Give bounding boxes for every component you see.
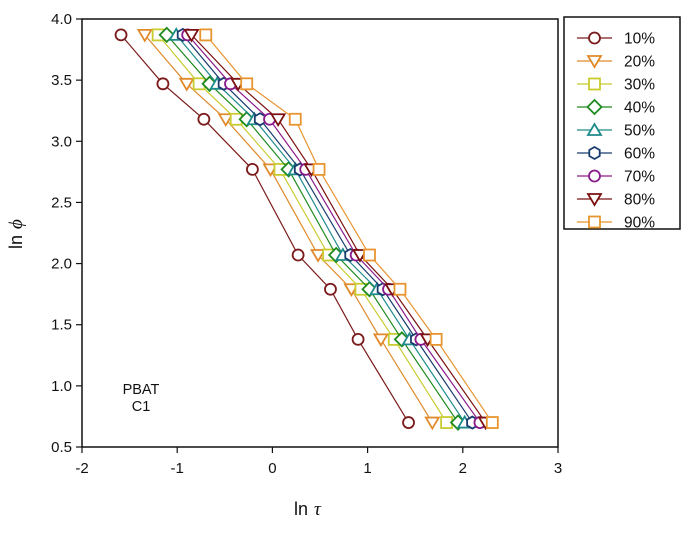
legend: 10% 20% 30% 40% 50% 60% 70% 80% 90% [563,16,681,232]
plot-border [81,18,559,448]
x-tick-label: -1 [171,460,184,477]
series-10pct [114,28,415,429]
circle-marker-icon [402,416,415,429]
series-90pct [199,28,499,429]
series-layer [114,26,499,431]
x-axis-label-prefix: ln [294,499,308,519]
y-axis: 0.5 1.0 1.5 2.0 2.5 3.0 3.5 4.0 [51,11,82,456]
x-axis-label: ln τ [294,499,322,520]
square-marker-icon [588,77,601,91]
y-axis-label-symbol: ϕ [6,219,27,229]
triangle-down-marker-icon [136,28,153,43]
circle-marker-icon [291,248,305,262]
y-tick-label: 1.0 [51,378,72,395]
y-tick-label: 3.0 [51,133,72,150]
y-axis-label: ln ϕ [6,219,27,249]
circle-marker-icon [588,169,601,183]
x-tick-label: 1 [363,460,371,477]
series-line [144,34,433,423]
square-marker-icon [393,282,407,296]
legend-item: 90% [577,215,655,232]
triangle-down-marker-icon [270,113,287,128]
legend-label: 10% [624,31,655,48]
triangle-up-marker-icon [586,122,603,136]
y-axis-label-prefix: ln [6,235,26,249]
square-marker-icon [485,416,499,429]
legend-item: 60% [577,146,655,163]
triangle-down-marker-icon [424,416,441,431]
series-line [157,34,448,423]
legend-item: 50% [577,122,655,140]
circle-marker-icon [324,282,337,296]
series-line [166,34,459,423]
y-tick-label: 3.5 [51,72,72,89]
legend-box [563,16,681,230]
square-marker-icon [429,332,443,346]
legend-label: 30% [624,77,655,94]
legend-label: 70% [624,169,655,186]
hexagon-marker-icon [588,145,601,161]
circle-marker-icon [156,77,170,91]
square-marker-icon [363,248,376,262]
triangle-down-marker-icon [586,55,603,69]
legend-item: 30% [577,77,655,94]
triangle-down-marker-icon [217,113,234,128]
y-tick-label: 2.0 [51,256,72,273]
y-tick-label: 0.5 [51,439,72,456]
x-axis: -2 -1 0 1 2 3 [75,447,562,477]
x-tick-label: 3 [554,460,562,477]
series-40pct [158,26,467,431]
annotation-line-1: PBAT [123,382,160,398]
triangle-down-marker-icon [178,77,195,92]
legend-label: 40% [624,100,655,117]
circle-marker-icon [588,31,601,45]
x-tick-label: -2 [75,460,88,477]
circle-marker-icon [246,163,259,176]
x-tick-label: 0 [268,460,276,477]
plot-annotation: PBAT C1 [123,382,160,415]
legend-label: 90% [624,215,655,232]
square-marker-icon [588,215,601,229]
legend-item: 70% [577,169,655,186]
series-20pct [136,28,441,431]
triangle-down-marker-icon [586,193,603,207]
series-line [205,34,493,423]
y-tick-label: 1.5 [51,317,72,334]
square-marker-icon [288,112,302,126]
legend-label: 50% [624,123,655,140]
legend-label: 60% [624,146,655,163]
x-tick-label: 2 [459,460,467,477]
plot-frame [81,18,559,448]
square-marker-icon [240,77,254,91]
series-70pct [181,28,487,429]
circle-marker-icon [114,28,128,42]
series-50pct [168,27,473,429]
legend-item: 10% [577,31,655,48]
legend-item: 20% [577,54,655,71]
legend-item: 40% [577,98,655,117]
legend-label: 80% [624,192,655,209]
circle-marker-icon [351,332,365,346]
legend-item: 80% [577,192,655,209]
square-marker-icon [312,163,326,176]
series-30pct [151,28,454,429]
circle-marker-icon [197,112,211,126]
square-marker-icon [199,28,213,42]
triangle-down-marker-icon [372,333,390,348]
series-line [187,34,481,423]
x-axis-label-symbol: τ [314,499,322,520]
triangle-down-marker-icon [183,28,200,43]
annotation-line-2: C1 [132,399,151,415]
series-line [120,34,410,423]
y-tick-label: 2.5 [51,194,72,211]
triangle-down-marker-icon [310,249,327,263]
legend-label: 20% [624,54,655,71]
series-line [191,34,487,423]
y-tick-label: 4.0 [51,11,72,28]
diamond-marker-icon [586,98,603,116]
